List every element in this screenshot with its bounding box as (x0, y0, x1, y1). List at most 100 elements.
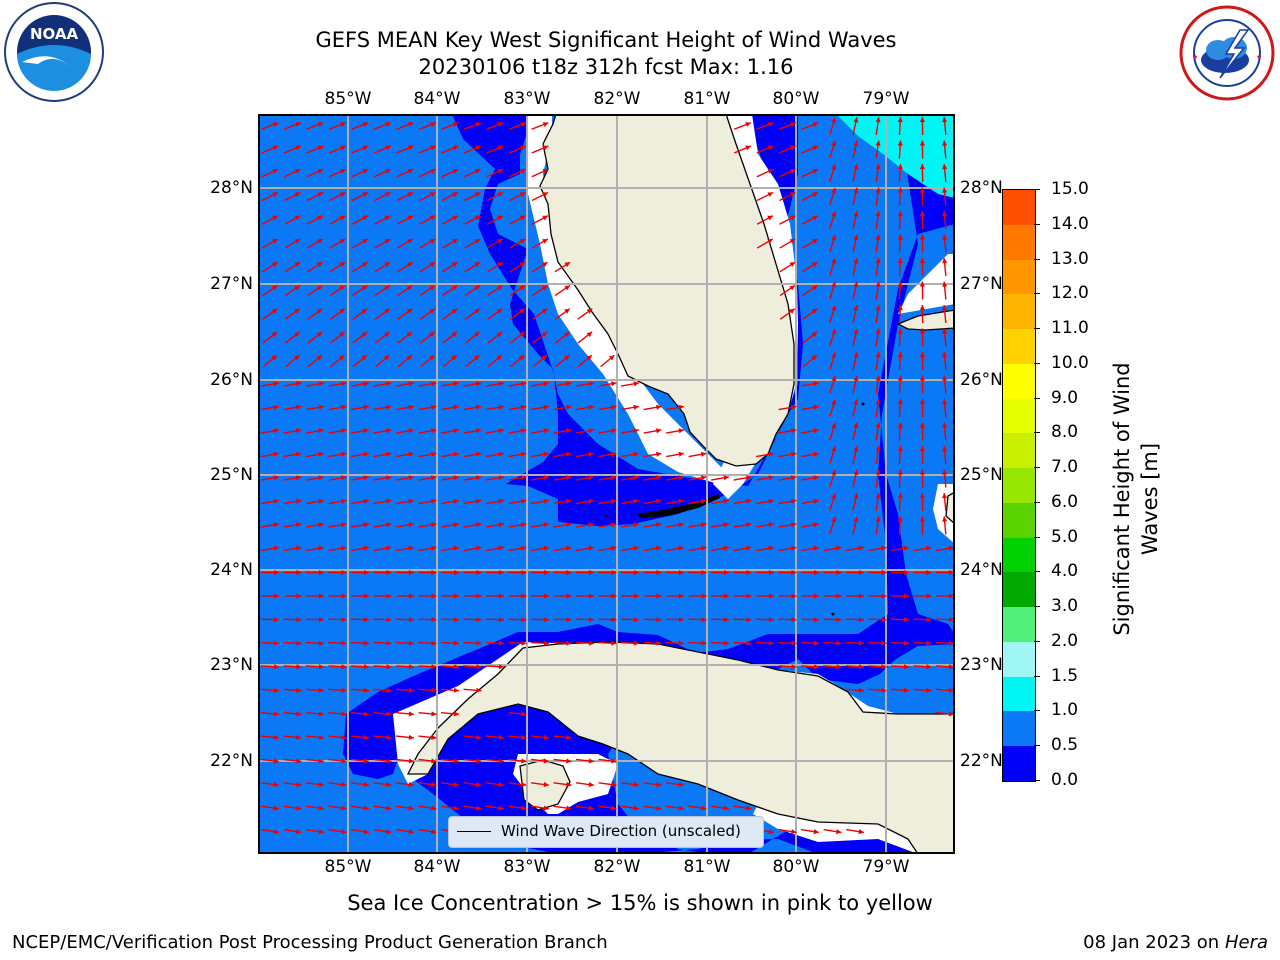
wave-arrow-head (453, 569, 459, 576)
wave-arrow-head (408, 617, 414, 623)
wave-arrow-head (541, 308, 548, 314)
wave-arrow-head (363, 404, 369, 410)
wave-arrow-head (318, 545, 324, 551)
wave-arrow-head (431, 734, 437, 740)
wave-arrow-head (293, 355, 300, 361)
wave-arrow-head (430, 522, 437, 528)
wave-arrow-head (496, 355, 502, 361)
wave-arrow-head (362, 145, 369, 151)
wave-arrow-head (633, 475, 639, 481)
wave-arrow-head (789, 262, 796, 268)
lon-label-top: 83°W (503, 89, 551, 109)
wave-arrow-head (406, 308, 413, 314)
wave-arrow-head (318, 734, 324, 740)
wave-arrow-head (474, 215, 481, 221)
wave-arrow-head (919, 516, 926, 522)
wave-arrow-head (296, 640, 302, 646)
wave-arrow-head (340, 545, 347, 551)
wave-arrow-head (521, 781, 527, 788)
wave-arrow-head (363, 451, 369, 457)
wave-arrow-head (831, 469, 837, 476)
wave-arrow-head (745, 522, 752, 528)
wave-arrow-head (340, 428, 347, 434)
wave-arrow-head (271, 331, 278, 338)
wave-arrow-head (768, 640, 774, 646)
wave-arrow-head (475, 545, 482, 551)
wave-arrow-head (565, 475, 572, 481)
wave-arrow-head (384, 262, 391, 268)
wave-arrow-head (295, 451, 302, 457)
wave-arrow-head (588, 545, 594, 551)
wave-arrow-head (563, 355, 570, 361)
wave-arrow-head (386, 664, 392, 670)
wave-arrow-head (317, 168, 324, 174)
wave-arrow-head (858, 569, 864, 576)
wave-arrow-head (564, 308, 570, 314)
wave-arrow-head (942, 469, 948, 475)
wave-arrow-head (520, 145, 526, 151)
wave-arrow-head (875, 399, 881, 405)
wave-arrow-head (745, 498, 752, 504)
wave-arrow-head (339, 262, 346, 268)
wave-arrow-head (363, 475, 369, 481)
wave-arrow-head (318, 758, 324, 764)
wave-arrow-head (831, 305, 837, 311)
wave-arrow-head (520, 545, 527, 551)
wave-arrow-head (655, 498, 662, 504)
wave-arrow-head (881, 664, 887, 670)
wave-arrow-head (903, 569, 909, 576)
wave-arrow-head (858, 545, 864, 551)
wind-wave-direction-arrows (260, 116, 955, 835)
wave-arrow-head (317, 145, 324, 151)
colorbar-tick-mark (1034, 223, 1040, 225)
lat-label-right: 26°N (960, 370, 1003, 390)
wave-arrow-head (813, 428, 819, 434)
wave-arrow-head (701, 569, 707, 576)
lat-label-left: 27°N (210, 274, 253, 294)
wave-arrow-head (656, 781, 662, 788)
wave-arrow-head (520, 475, 527, 481)
svg-text:★: ★ (1192, 53, 1198, 61)
wave-arrow-head (942, 234, 948, 240)
wave-arrow-head (273, 545, 279, 551)
wave-arrow-head (700, 498, 707, 504)
wave-arrow-head (474, 285, 480, 291)
colorbar-tick-label: 7.0 (1051, 457, 1079, 478)
wave-arrow-head (295, 404, 302, 410)
wave-arrow-head (542, 192, 549, 198)
wave-arrow-head (273, 593, 279, 599)
wave-arrow-head (611, 617, 617, 623)
wave-arrow-head (767, 238, 773, 244)
wave-arrow-head (813, 545, 819, 551)
wave-arrow-head (812, 215, 818, 221)
wave-arrow-head (881, 569, 887, 576)
wave-arrow-head (655, 475, 662, 481)
wave-arrow-head (812, 145, 819, 151)
wave-arrow-head (273, 428, 279, 434)
wave-arrow-head (723, 569, 729, 576)
wave-arrow-head (831, 328, 837, 335)
wave-arrow-head (363, 498, 369, 504)
wave-arrow-head (452, 215, 458, 221)
wave-arrow-head (700, 451, 707, 457)
wave-arrow-head (903, 687, 909, 693)
wave-arrow-head (543, 475, 549, 481)
wave-arrow-head (919, 328, 926, 334)
wave-arrow-head (518, 355, 525, 361)
wave-arrow-head (294, 238, 301, 244)
wave-arrow-head (790, 498, 797, 504)
wave-arrow-head (608, 355, 615, 361)
wave-arrow-head (363, 734, 369, 740)
wave-arrow-head (497, 168, 504, 174)
wave-arrow-head (295, 545, 302, 551)
wave-arrow-head (520, 404, 527, 410)
wave-arrow-head (633, 617, 639, 623)
wave-arrow-head (588, 428, 594, 434)
wave-arrow-head (408, 381, 414, 387)
wave-arrow-head (341, 758, 347, 764)
wave-arrow-head (384, 192, 391, 198)
wave-arrow-head (453, 758, 459, 764)
wave-arrow-head (384, 215, 391, 221)
wave-arrow-head (813, 451, 819, 457)
colorbar-tick-label: 13.0 (1051, 248, 1089, 269)
